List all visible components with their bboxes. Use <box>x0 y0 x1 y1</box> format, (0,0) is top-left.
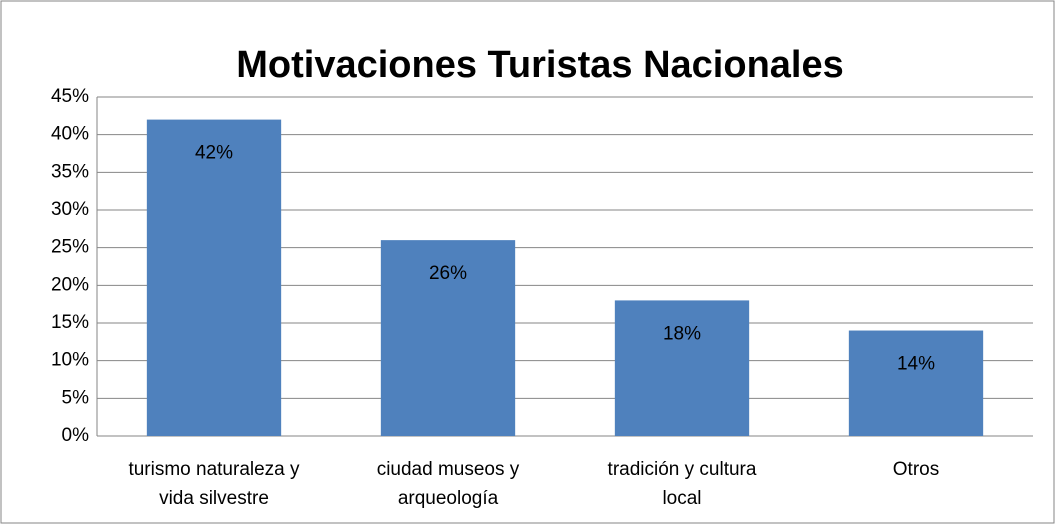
x-tick-label: turismo naturaleza y vida silvestre <box>128 459 300 509</box>
bar <box>146 119 282 436</box>
y-tick-label: 20% <box>51 274 89 295</box>
x-tick-label: tradición y cultura local <box>608 459 757 509</box>
data-label: 18% <box>663 323 701 344</box>
bar <box>380 240 516 436</box>
y-tick-label: 15% <box>51 312 89 333</box>
data-label: 42% <box>195 143 233 164</box>
y-tick-label: 10% <box>51 350 89 371</box>
data-label: 26% <box>429 263 467 284</box>
y-tick-label: 30% <box>51 199 89 220</box>
y-tick-label: 25% <box>51 237 89 258</box>
chart-title: Motivaciones Turistas Nacionales <box>236 44 844 86</box>
x-tick-label: ciudad museos y arqueología <box>377 459 520 509</box>
y-tick-label: 5% <box>62 387 90 408</box>
bar <box>848 330 984 436</box>
y-tick-label: 0% <box>62 425 90 446</box>
bar <box>614 300 750 436</box>
y-tick-label: 35% <box>51 161 89 182</box>
x-tick-label: Otros <box>893 459 939 480</box>
y-tick-label: 40% <box>51 124 89 145</box>
data-label: 14% <box>897 354 935 375</box>
y-tick-label: 45% <box>51 86 89 107</box>
